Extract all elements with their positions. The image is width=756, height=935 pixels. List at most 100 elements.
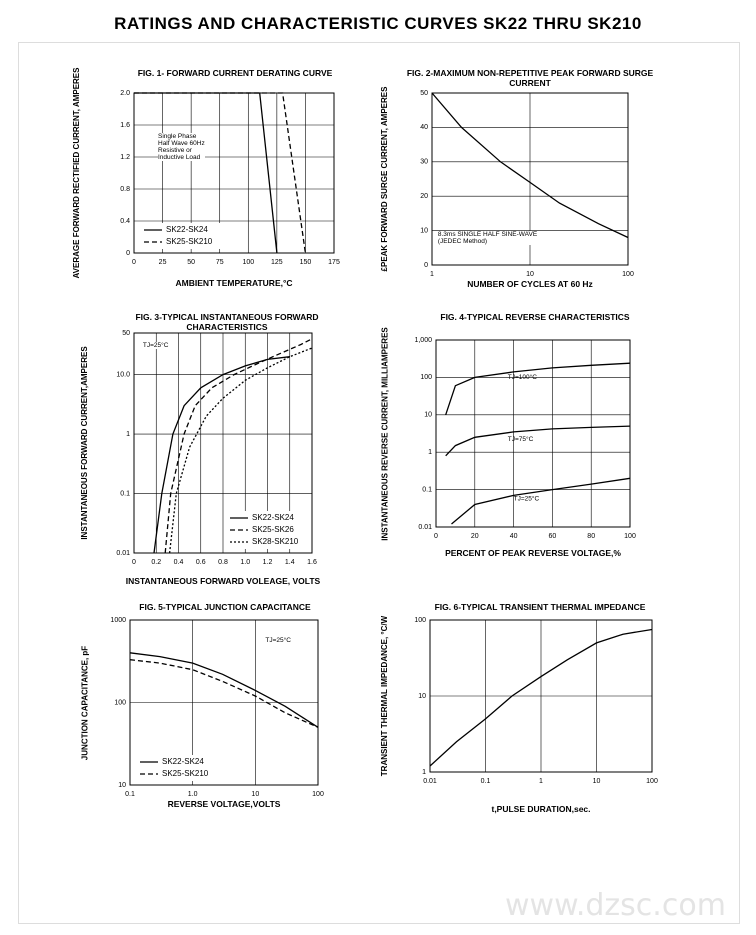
y-tick-label: 50 [122,330,130,337]
y-tick-label: 100 [420,374,432,381]
data-line [445,425,631,457]
x-tick-label: 100 [624,533,636,540]
annotation: TJ=25°C [142,341,169,349]
x-tick-label: 1 [430,271,434,278]
x-tick-label: 60 [549,533,557,540]
page-title: RATINGS AND CHARACTERISTIC CURVES SK22 T… [114,14,642,33]
y-axis-label: TRANSIENT THERMAL IMPEDANCE, °C/W [380,615,389,777]
legend-box [138,755,218,781]
chart-title: FIG. 1- FORWARD CURRENT DERATING CURVE [137,68,333,78]
y-tick-label: 0 [126,250,130,257]
annotation: Single Phase Half Wave 60Hz Resistive or… [158,133,205,161]
legend-box [142,223,222,249]
chart-title: FIG. 6-TYPICAL TRANSIENT THERMAL IMPEDAN… [434,602,646,612]
x-tick-label: 1.4 [285,559,295,566]
y-tick-label: 0.1 [120,490,130,497]
legend-label: SK28-SK210 [252,537,299,546]
x-tick-label: 0.2 [151,559,161,566]
x-tick-label: 0.1 [481,778,491,785]
data-line [153,356,290,554]
y-tick-label: 10.0 [116,371,130,378]
y-axis-label: INSTANTANEOUS FORWARD CURRENT,AMPERES [80,346,89,540]
x-axis-label: REVERSE VOLTAGE,VOLTS [167,799,281,809]
x-tick-label: 0.8 [218,559,228,566]
x-tick-label: 100 [622,271,634,278]
x-tick-label: 0 [132,259,136,266]
y-tick-label: 50 [420,90,428,97]
y-axis-label: INSTANTANEOUS REVERSE CURRENT, MILLIAMPE… [380,326,389,541]
x-tick-label: 1 [539,778,543,785]
x-tick-label: 10 [251,791,259,798]
legend-label: SK22-SK24 [166,225,208,234]
curve-label: TJ=100°C [508,373,537,381]
y-tick-label: 40 [420,124,428,131]
data-line [164,338,313,554]
y-tick-label: 0.4 [120,218,130,225]
x-tick-label: 1.2 [263,559,273,566]
legend-label: SK22-SK24 [162,757,204,766]
x-tick-label: 1.6 [307,559,317,566]
x-axis-label: AMBIENT TEMPERATURE,°C [175,278,293,288]
y-tick-label: 10 [420,227,428,234]
y-axis-label: JUNCTION CAPACITANCE, pF [80,645,89,760]
x-axis-label: t,PULSE DURATION,sec. [491,804,591,814]
x-tick-label: 20 [471,533,479,540]
chart-title: FIG. 5-TYPICAL JUNCTION CAPACITANCE [139,602,311,612]
x-tick-label: 0.1 [125,791,135,798]
legend-label: SK25-SK26 [252,525,294,534]
y-tick-label: 1 [126,431,130,438]
y-tick-label: 10 [418,693,426,700]
y-tick-label: 20 [420,193,428,200]
x-tick-label: 80 [587,533,595,540]
x-tick-label: 100 [312,791,324,798]
x-axis-label: NUMBER OF CYCLES AT 60 Hz [467,279,593,289]
curve-label: TJ=25°C [514,495,540,503]
legend-label: SK22-SK24 [252,513,294,522]
x-tick-label: 100 [646,778,658,785]
chart-title: FIG. 2-MAXIMUM NON-REPETITIVE PEAK FORWA… [406,68,654,88]
annotation: TJ=25°C [265,636,291,644]
y-tick-label: 100 [114,699,126,706]
data-line [431,92,629,239]
x-tick-label: 1.0 [188,791,198,798]
data-line [129,659,319,728]
x-tick-label: 75 [216,259,224,266]
x-tick-label: 125 [271,259,283,266]
y-tick-label: 10 [424,412,432,419]
y-tick-label: 0.01 [116,550,130,557]
annotation: 8.3ms SINGLE HALF SINE-WAVE (JEDEC Metho… [437,230,538,245]
data-line [451,477,631,525]
page-frame [18,42,740,924]
y-axis-label: £PEAK FORWARD SURGE CURRENT, AMPERES [380,86,389,272]
y-tick-label: 0.1 [422,486,432,493]
x-tick-label: 150 [300,259,312,266]
data-line [129,652,319,728]
data-line [445,362,631,416]
x-tick-label: 0.6 [196,559,206,566]
y-tick-label: 1,000 [414,337,432,344]
x-tick-label: 10 [593,778,601,785]
y-tick-label: 0.8 [120,186,130,193]
x-tick-label: 0.4 [174,559,184,566]
y-tick-label: 0.01 [418,524,432,531]
watermark: www.dzsc.com [505,888,726,923]
y-axis-label: AVERAGE FORWARD RECTIFIED CURRENT, AMPER… [72,67,81,279]
y-tick-label: 10 [118,782,126,789]
data-line [134,92,307,254]
x-tick-label: 0 [434,533,438,540]
x-axis-label: PERCENT OF PEAK REVERSE VOLTAGE,% [445,548,621,558]
y-tick-label: 1 [422,769,426,776]
y-tick-label: 1.2 [120,154,130,161]
y-tick-label: 30 [420,159,428,166]
y-tick-label: 1 [428,449,432,456]
legend-label: SK25-SK210 [162,769,209,778]
x-tick-label: 50 [187,259,195,266]
y-tick-label: 2.0 [120,90,130,97]
y-tick-label: 0 [424,262,428,269]
y-tick-label: 1000 [110,617,126,624]
x-tick-label: 175 [328,259,340,266]
y-tick-label: 100 [414,617,426,624]
x-axis-label: INSTANTANEOUS FORWARD VOLEAGE, VOLTS [125,576,321,586]
